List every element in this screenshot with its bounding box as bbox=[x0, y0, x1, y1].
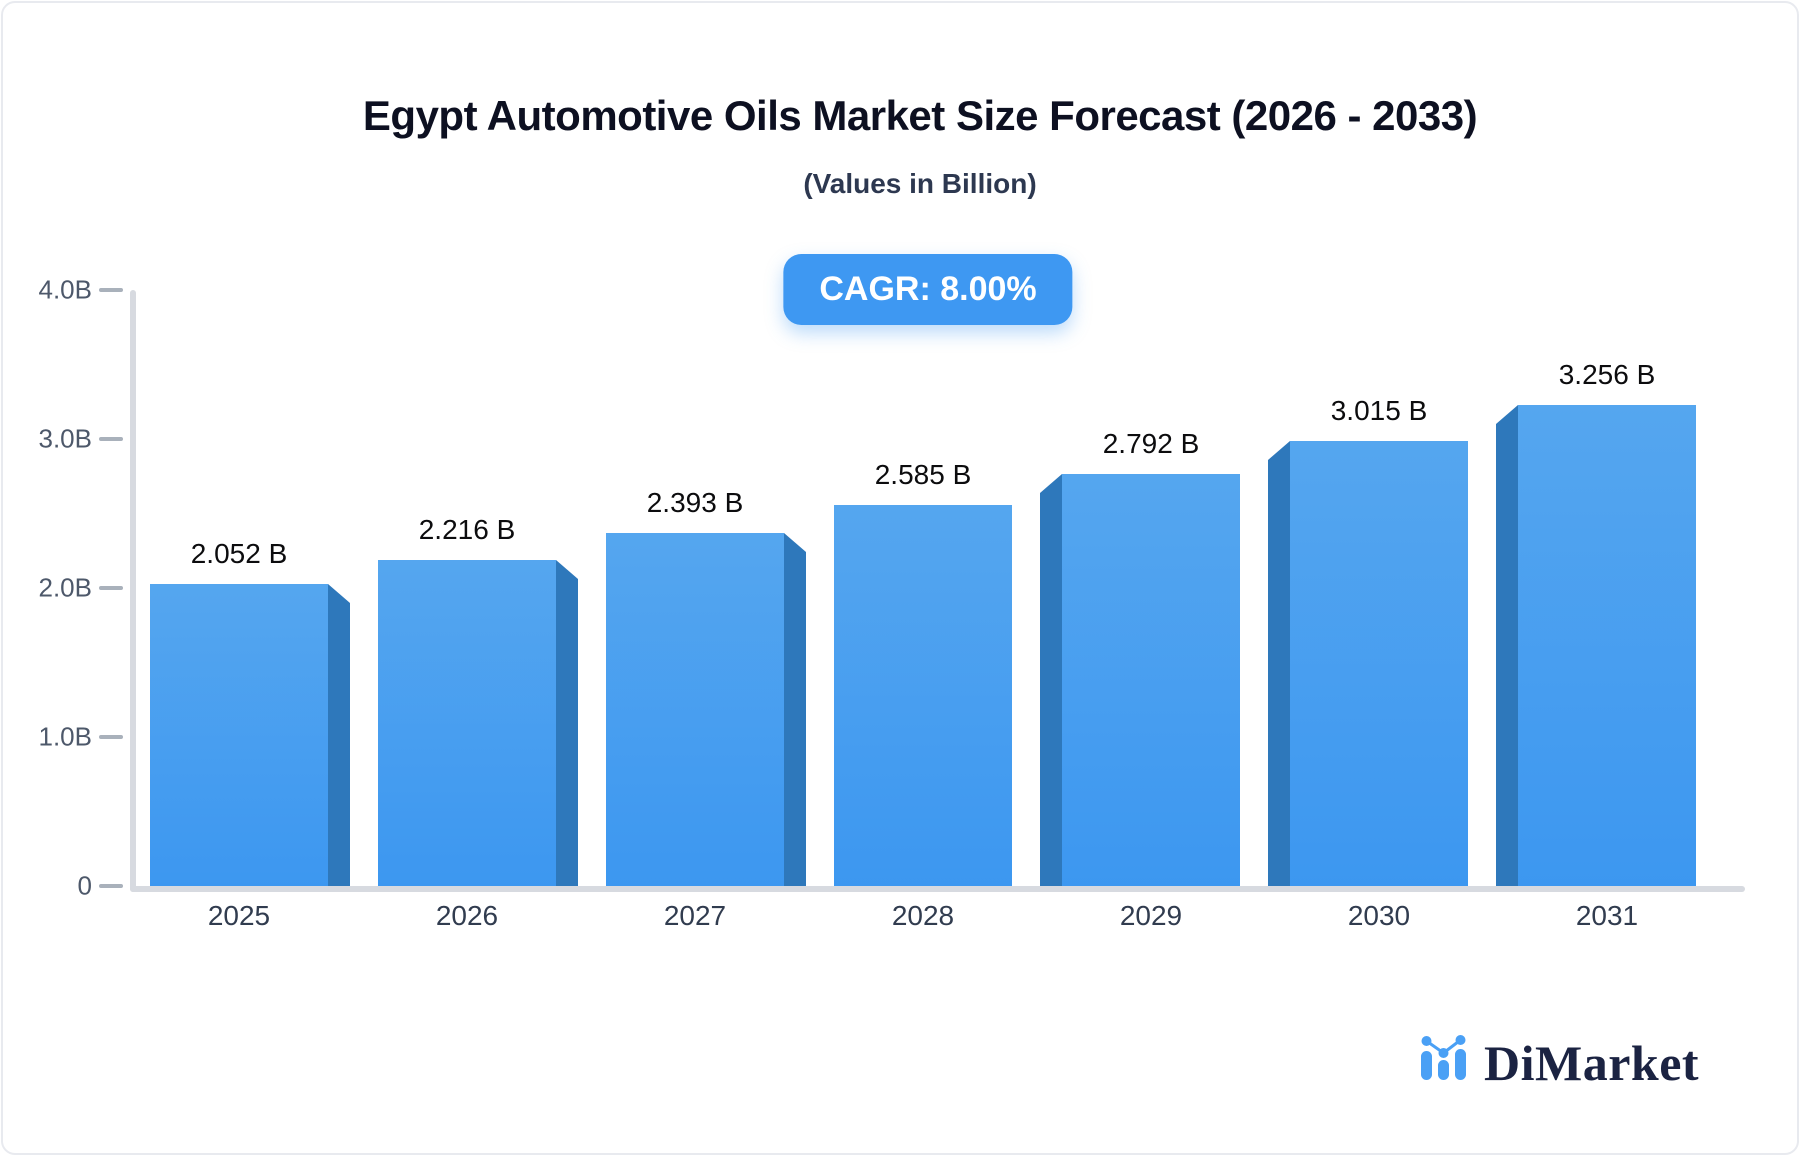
bar-2027 bbox=[606, 533, 784, 890]
y-tick-mark bbox=[99, 586, 123, 590]
y-tick-mark bbox=[99, 288, 123, 292]
y-tick-mark bbox=[99, 884, 123, 888]
x-axis-label: 2029 bbox=[1119, 900, 1183, 931]
dimarket-logo: DiMarket bbox=[1418, 1034, 1699, 1089]
bar-value-label: 2.393 B bbox=[646, 487, 744, 518]
bar-value-label: 3.256 B bbox=[1558, 359, 1656, 390]
x-axis-line bbox=[130, 886, 1745, 892]
bar-value-label: 2.052 B bbox=[190, 538, 288, 569]
x-axis-label: 2025 bbox=[207, 900, 271, 931]
y-tick-label: 0 bbox=[77, 870, 92, 901]
y-tick-label: 1.0B bbox=[38, 721, 93, 752]
chart-title: Egypt Automotive Oils Market Size Foreca… bbox=[362, 92, 1478, 139]
y-tick-mark bbox=[99, 735, 123, 739]
bar-2030 bbox=[1290, 441, 1468, 890]
x-axis-label: 2028 bbox=[891, 900, 955, 931]
bar-2029-side-face bbox=[1040, 474, 1062, 890]
x-axis-label: 2027 bbox=[663, 900, 727, 931]
y-axis-line bbox=[130, 290, 136, 892]
bar-2030-side-face bbox=[1268, 441, 1290, 890]
y-tick-label: 3.0B bbox=[38, 423, 93, 454]
y-tick-label: 4.0B bbox=[38, 274, 93, 305]
bar-2031 bbox=[1518, 405, 1696, 890]
x-axis-label: 2030 bbox=[1347, 900, 1411, 931]
bar-2028 bbox=[834, 505, 1012, 890]
bar-2025 bbox=[150, 584, 328, 890]
y-tick-label: 2.0B bbox=[38, 572, 93, 603]
x-axis-label: 2031 bbox=[1575, 900, 1639, 931]
bar-value-label: 2.216 B bbox=[418, 514, 516, 545]
x-axis-label: 2026 bbox=[435, 900, 499, 931]
bar-2025-side-face bbox=[328, 584, 350, 890]
chart-subtitle: (Values in Billion) bbox=[803, 168, 1037, 199]
bar-2027-side-face bbox=[784, 533, 806, 890]
bar-value-label: 2.585 B bbox=[874, 459, 972, 490]
cagr-badge: CAGR: 8.00% bbox=[783, 254, 1073, 325]
logo-text: DiMarket bbox=[1484, 1034, 1700, 1091]
y-tick-mark bbox=[99, 437, 123, 441]
bar-value-label: 3.015 B bbox=[1330, 395, 1428, 426]
bar-2026-side-face bbox=[556, 560, 578, 890]
bar-2029 bbox=[1062, 474, 1240, 890]
bar-2031-side-face bbox=[1496, 405, 1518, 890]
bar-value-label: 2.792 B bbox=[1102, 428, 1200, 459]
mini-bar-chart-icon bbox=[1421, 1035, 1466, 1080]
bar-2026 bbox=[378, 560, 556, 890]
